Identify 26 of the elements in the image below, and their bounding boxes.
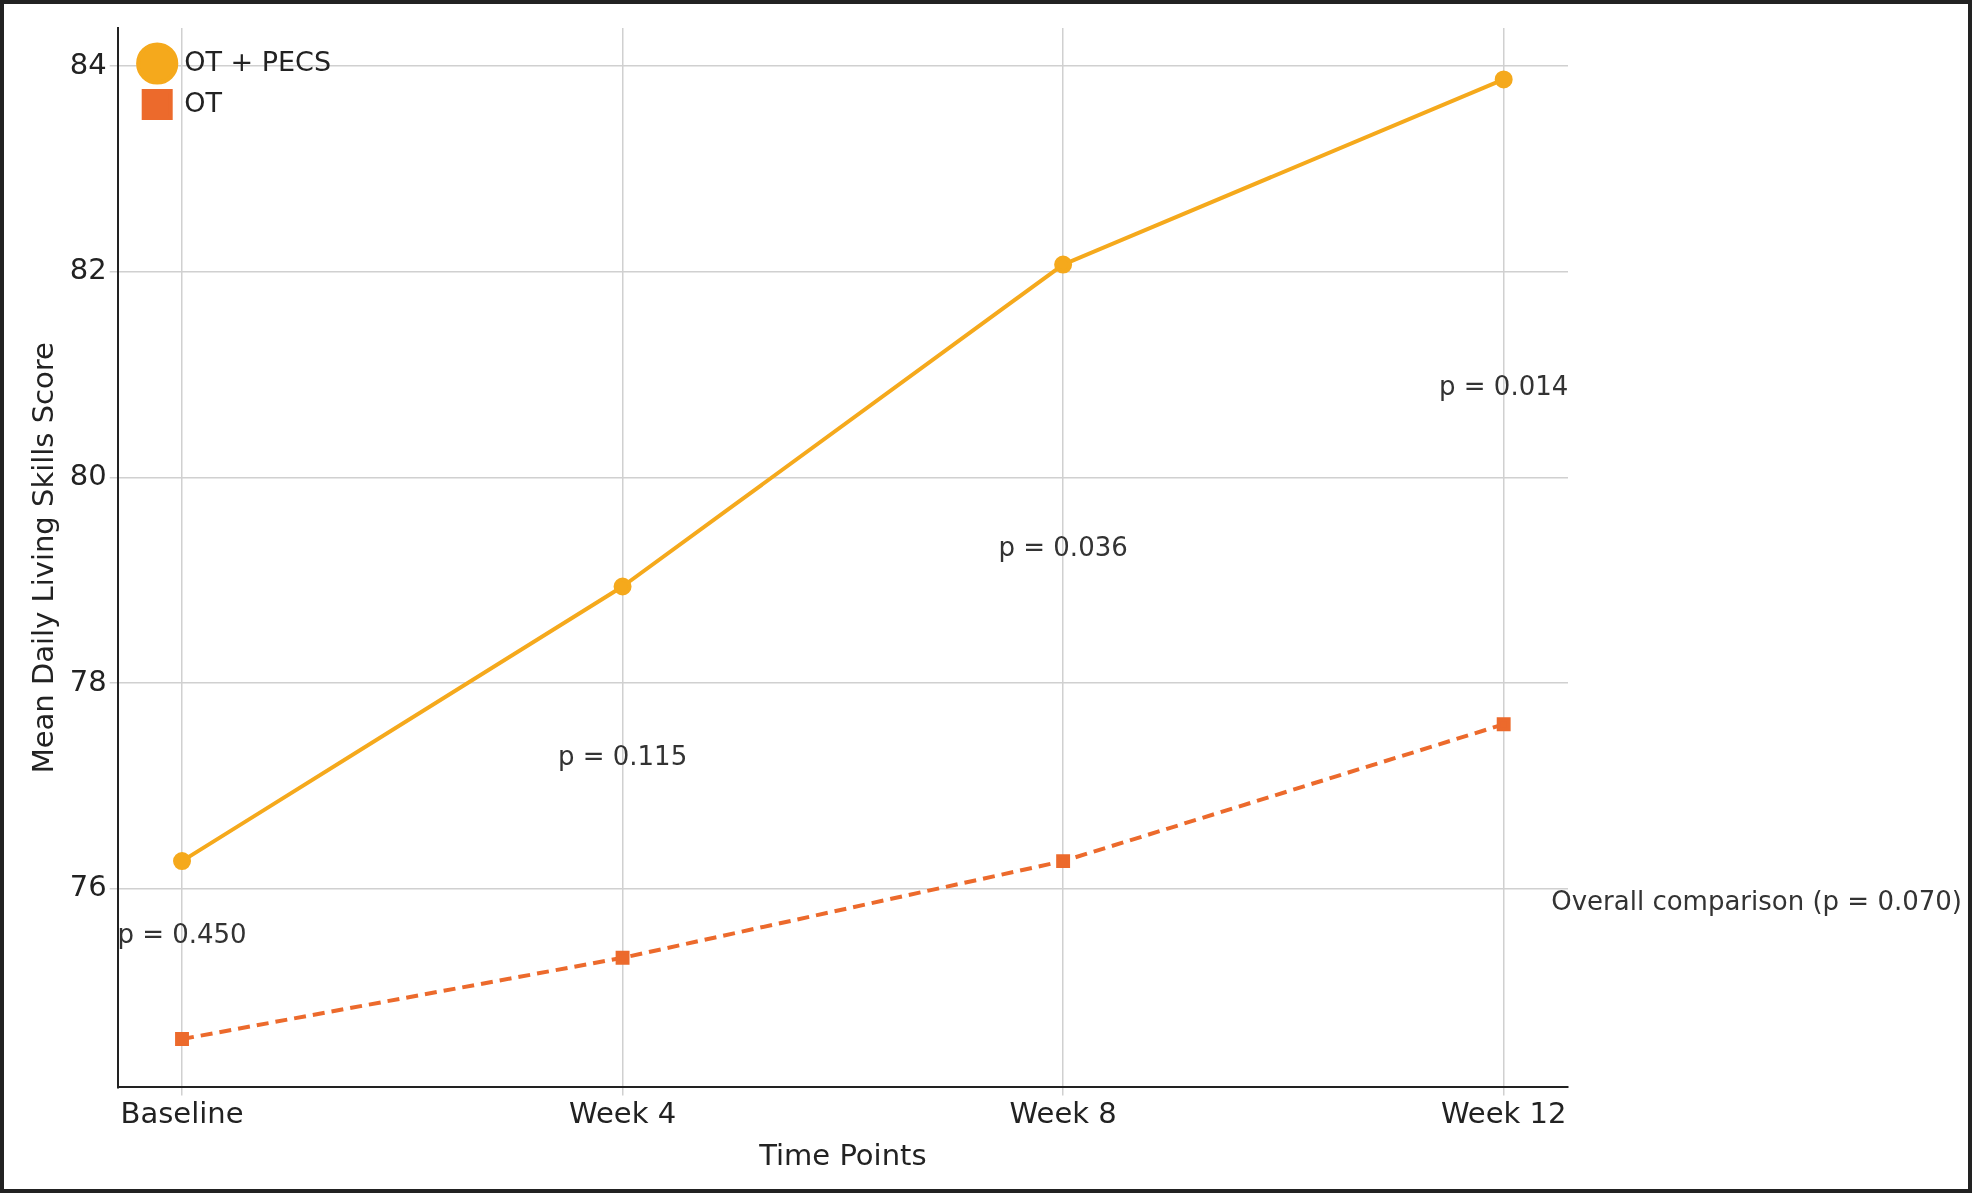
annotation: p = 0.014	[1439, 370, 1569, 401]
legend-label: OT + PECS	[184, 45, 332, 77]
y-tick-label: 82	[69, 252, 107, 287]
x-tick-label: Week 8	[1009, 1096, 1117, 1131]
y-tick-label: 78	[69, 663, 107, 698]
point	[613, 577, 632, 596]
y-tick-label: 76	[69, 869, 107, 904]
point	[615, 950, 630, 965]
legend-label: OT	[184, 86, 223, 118]
y-tick-label: 84	[69, 46, 107, 81]
annotation: p = 0.450	[117, 918, 247, 949]
y-axis-title: Mean Daily Living Skills Score	[25, 342, 60, 774]
x-tick-label: Week 4	[569, 1096, 677, 1131]
point	[175, 1032, 189, 1047]
y-tick-label: 80	[69, 458, 107, 492]
point	[173, 852, 192, 871]
x-tick-label: Baseline	[120, 1096, 244, 1131]
point	[1494, 70, 1513, 89]
point	[1054, 255, 1073, 274]
x-axis-title: Time Points	[758, 1138, 927, 1173]
annotation: p = 0.115	[557, 740, 688, 771]
point	[1496, 717, 1511, 732]
annotation: p = 0.036	[998, 531, 1128, 562]
point	[1056, 854, 1071, 869]
x-tick-label: Week 12	[1440, 1096, 1567, 1131]
annotation: Overall comparison (p = 0.070)	[1551, 885, 1962, 916]
